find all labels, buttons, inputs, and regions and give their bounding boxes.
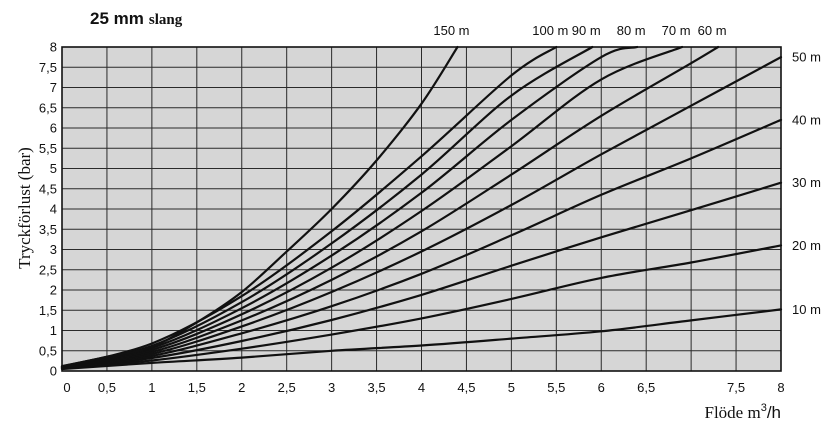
x-tick-label: 4,5 xyxy=(457,380,475,395)
chart-title: 25 mm slang xyxy=(90,9,183,28)
x-tick-label: 5 xyxy=(508,380,515,395)
plot-border xyxy=(61,46,782,372)
x-tick-label: 4 xyxy=(418,380,425,395)
x-tick-label: 6,5 xyxy=(637,380,655,395)
x-axis-label-main: Flöde m xyxy=(704,403,760,422)
series-line-70m xyxy=(60,45,684,369)
y-tick-label: 8 xyxy=(50,40,57,55)
series-line-50m xyxy=(60,56,783,369)
series-line-60m xyxy=(60,45,720,369)
series-label-60m: 60 m xyxy=(698,23,727,38)
y-tick-label: 3 xyxy=(50,242,57,257)
series-line-10m xyxy=(60,308,783,371)
y-tick-label: 3,5 xyxy=(39,222,57,237)
series-line-20m xyxy=(60,244,783,370)
series-line-40m xyxy=(60,118,783,370)
series-label-70m: 70 m xyxy=(662,23,691,38)
y-tick-label: 6,5 xyxy=(39,100,57,115)
y-tick-label: 0,5 xyxy=(39,343,57,358)
y-tick-label: 4,5 xyxy=(39,181,57,196)
y-tick-label: 1,5 xyxy=(39,303,57,318)
plot-frame xyxy=(61,46,782,372)
chart-title-bold: 25 mm xyxy=(90,9,144,28)
series-label-30m: 30 m xyxy=(792,175,821,190)
y-tick-label: 7,5 xyxy=(39,60,57,75)
series-label-20m: 20 m xyxy=(792,238,821,253)
x-axis-label-sup: 3 xyxy=(761,402,767,414)
series-label-40m: 40 m xyxy=(792,112,821,127)
series-label-50m: 50 m xyxy=(792,50,821,65)
y-tick-label: 1 xyxy=(50,323,57,338)
x-axis-label: Flöde m3/h xyxy=(704,402,781,422)
x-tick-label: 1 xyxy=(148,380,155,395)
x-tick-label: 3 xyxy=(328,380,335,395)
x-tick-label: 1,5 xyxy=(188,380,206,395)
y-tick-label: 2,5 xyxy=(39,262,57,277)
series-label-80m: 80 m xyxy=(617,23,646,38)
y-tick-label: 4 xyxy=(50,202,57,217)
x-tick-label: 0 xyxy=(63,380,70,395)
series-label-90m: 90 m xyxy=(572,23,601,38)
series-line-150m xyxy=(60,45,459,368)
grid-lines xyxy=(61,46,782,372)
y-tick-label: 7 xyxy=(50,80,57,95)
x-tick-label: 7,5 xyxy=(727,380,745,395)
chart-title-rest: slang xyxy=(149,12,183,28)
y-tick-label: 2 xyxy=(50,283,57,298)
y-tick-label: 0 xyxy=(50,364,57,379)
series-line-100m xyxy=(60,45,558,368)
x-tick-labels: 0 0,5 1 1,5 2 2,5 3 3,5 4 4,5 5 5,5 6 6,5 7,5 8 xyxy=(63,380,784,395)
x-tick-label: 2,5 xyxy=(278,380,296,395)
y-tick-label: 6 xyxy=(50,121,57,136)
series-label-150m: 150 m xyxy=(433,23,469,38)
y-tick-labels: 0 0,5 1 1,5 2 2,5 3 3,5 4 4,5 5 5,5 6 6,5 7 7,5 8 xyxy=(39,40,57,379)
series-labels: 10 m 20 m 30 m 40 m 50 m 60 m 70 m 80 m 90 m 100 … xyxy=(433,23,821,317)
x-tick-label: 6 xyxy=(598,380,605,395)
x-tick-label: 3,5 xyxy=(368,380,386,395)
series-label-100m: 100 m xyxy=(532,23,568,38)
x-tick-label: 0,5 xyxy=(98,380,116,395)
y-tick-label: 5,5 xyxy=(39,141,57,156)
series-line-30m xyxy=(60,181,783,370)
x-tick-label: 5,5 xyxy=(547,380,565,395)
series-line-80m xyxy=(60,45,639,368)
x-axis-label-tail: /h xyxy=(767,403,781,422)
y-tick-label: 5 xyxy=(50,161,57,176)
x-tick-label: 2 xyxy=(238,380,245,395)
x-tick-label: 8 xyxy=(777,380,784,395)
series-label-10m: 10 m xyxy=(792,302,821,317)
y-axis-label: Tryckförlust (bar) xyxy=(15,147,34,269)
series-lines xyxy=(60,45,783,371)
